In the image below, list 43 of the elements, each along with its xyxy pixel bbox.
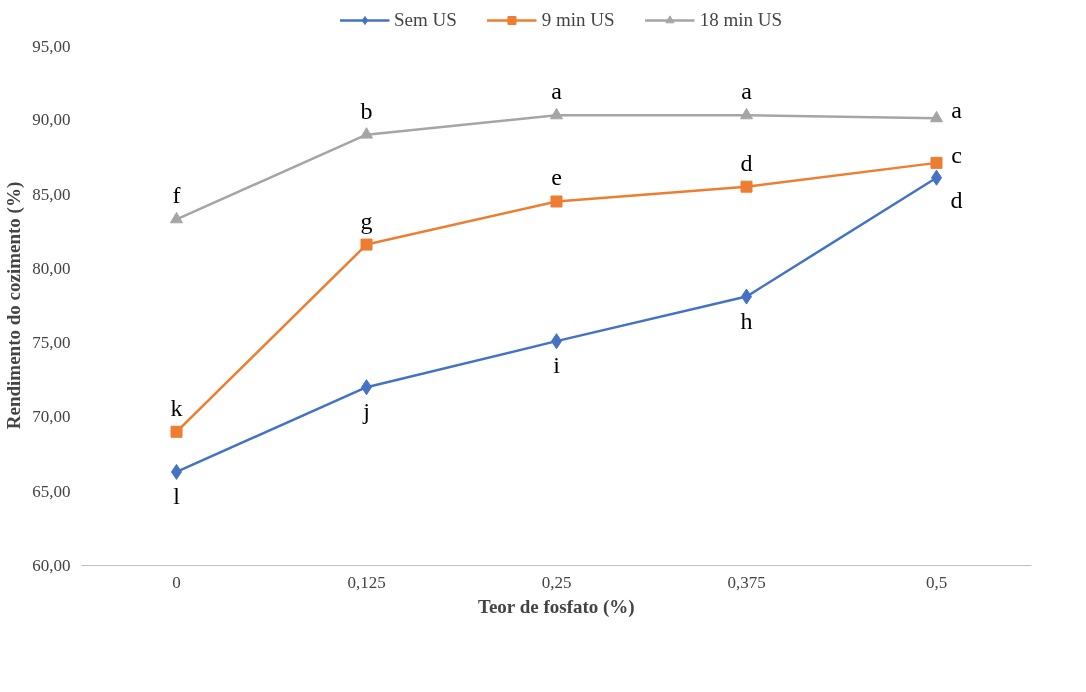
x-tick-label: 0,5 xyxy=(925,572,948,592)
y-tick-label: 95,00 xyxy=(32,36,71,56)
annotation: l xyxy=(173,482,181,509)
annotation: e xyxy=(551,164,562,190)
point xyxy=(740,107,753,120)
annotation: g xyxy=(360,207,373,234)
point xyxy=(740,180,753,193)
y-tick-label: 80,00 xyxy=(32,258,71,278)
y-tick-label: 70,00 xyxy=(32,407,71,427)
y-tick-label: 90,00 xyxy=(32,110,71,130)
annotation: f xyxy=(172,182,181,209)
x-tick-label: 0,375 xyxy=(727,572,766,592)
annotation: d xyxy=(740,149,753,176)
point xyxy=(930,156,943,169)
point xyxy=(550,195,563,208)
point xyxy=(930,110,943,123)
x-tick-label: 0,125 xyxy=(347,572,386,592)
x-tick-label: 0,25 xyxy=(541,572,572,592)
annotation: i xyxy=(553,352,561,379)
annotation: k xyxy=(170,394,183,421)
annotation: b xyxy=(360,97,373,124)
point xyxy=(360,127,373,139)
y-axis-title: Rendimento do cozimento (%) xyxy=(3,181,26,430)
annotation: a xyxy=(951,97,963,124)
point xyxy=(550,107,563,120)
y-tick-label: 60,00 xyxy=(32,556,71,575)
legend-label: 9 min US xyxy=(541,9,615,31)
legend-label: 18 min US xyxy=(699,9,783,31)
point xyxy=(170,425,183,438)
annotation: a xyxy=(551,78,563,105)
annotation: c xyxy=(951,141,962,168)
point xyxy=(170,211,183,224)
y-tick-label: 85,00 xyxy=(32,184,71,204)
annotation: h xyxy=(740,307,753,334)
annotation: d xyxy=(950,186,963,213)
x-tick-label: 0 xyxy=(172,572,181,592)
legend-label: Sem US xyxy=(393,9,457,31)
point xyxy=(360,238,373,251)
annotation: a xyxy=(741,78,753,105)
annotation: j xyxy=(362,398,370,425)
x-axis-title: Teor de fosfato (%) xyxy=(477,595,635,618)
y-tick-label: 65,00 xyxy=(32,481,71,501)
y-tick-label: 75,00 xyxy=(32,333,71,353)
